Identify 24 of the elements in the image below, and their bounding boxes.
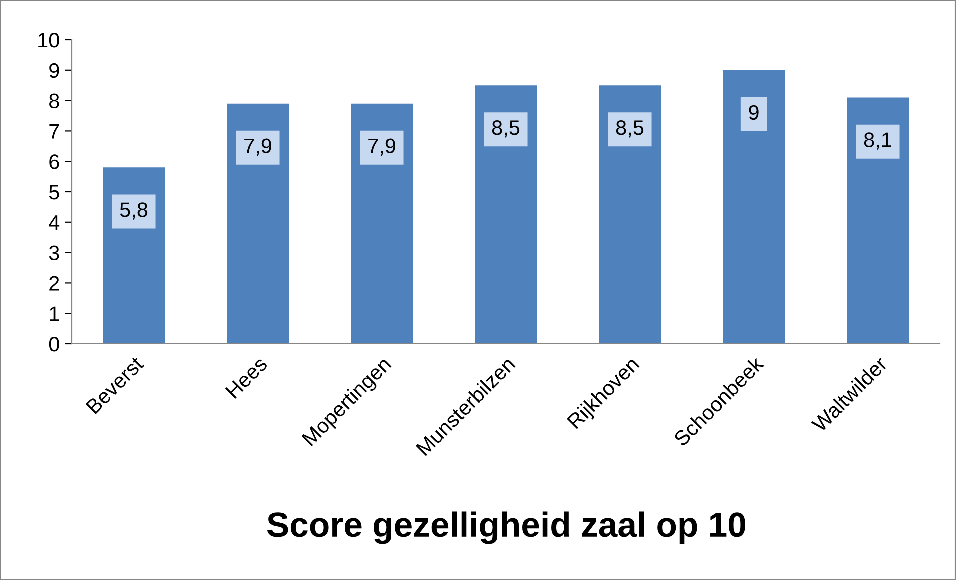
- bar: [599, 86, 661, 344]
- bar: [351, 104, 413, 344]
- data-label: 8,5: [616, 120, 644, 138]
- y-tick-label: 1: [50, 306, 60, 322]
- data-label: 7,9: [368, 138, 396, 156]
- y-tick-label: 10: [38, 33, 60, 48]
- bar: [475, 86, 537, 344]
- data-label: 7,9: [244, 138, 272, 156]
- y-tick-label: 2: [50, 276, 60, 291]
- y-tick-label: 9: [50, 63, 60, 78]
- data-label: 9: [749, 105, 759, 120]
- y-tick-label: 4: [49, 216, 60, 230]
- y-tick-label: 3: [49, 246, 60, 261]
- data-label: 8,5: [492, 120, 520, 138]
- y-tick-label: 0: [49, 337, 60, 352]
- bar: [723, 70, 785, 344]
- text: Score gezelligheid zaal op 10: [267, 512, 746, 544]
- y-tick-label: 7: [50, 124, 60, 139]
- data-label: 8,1: [864, 132, 892, 150]
- bar: [227, 104, 289, 344]
- y-tick-label: 5: [49, 185, 60, 200]
- y-tick-label: 6: [50, 154, 60, 170]
- y-tick-label: 8: [50, 94, 60, 109]
- data-label: 5,8: [120, 202, 148, 220]
